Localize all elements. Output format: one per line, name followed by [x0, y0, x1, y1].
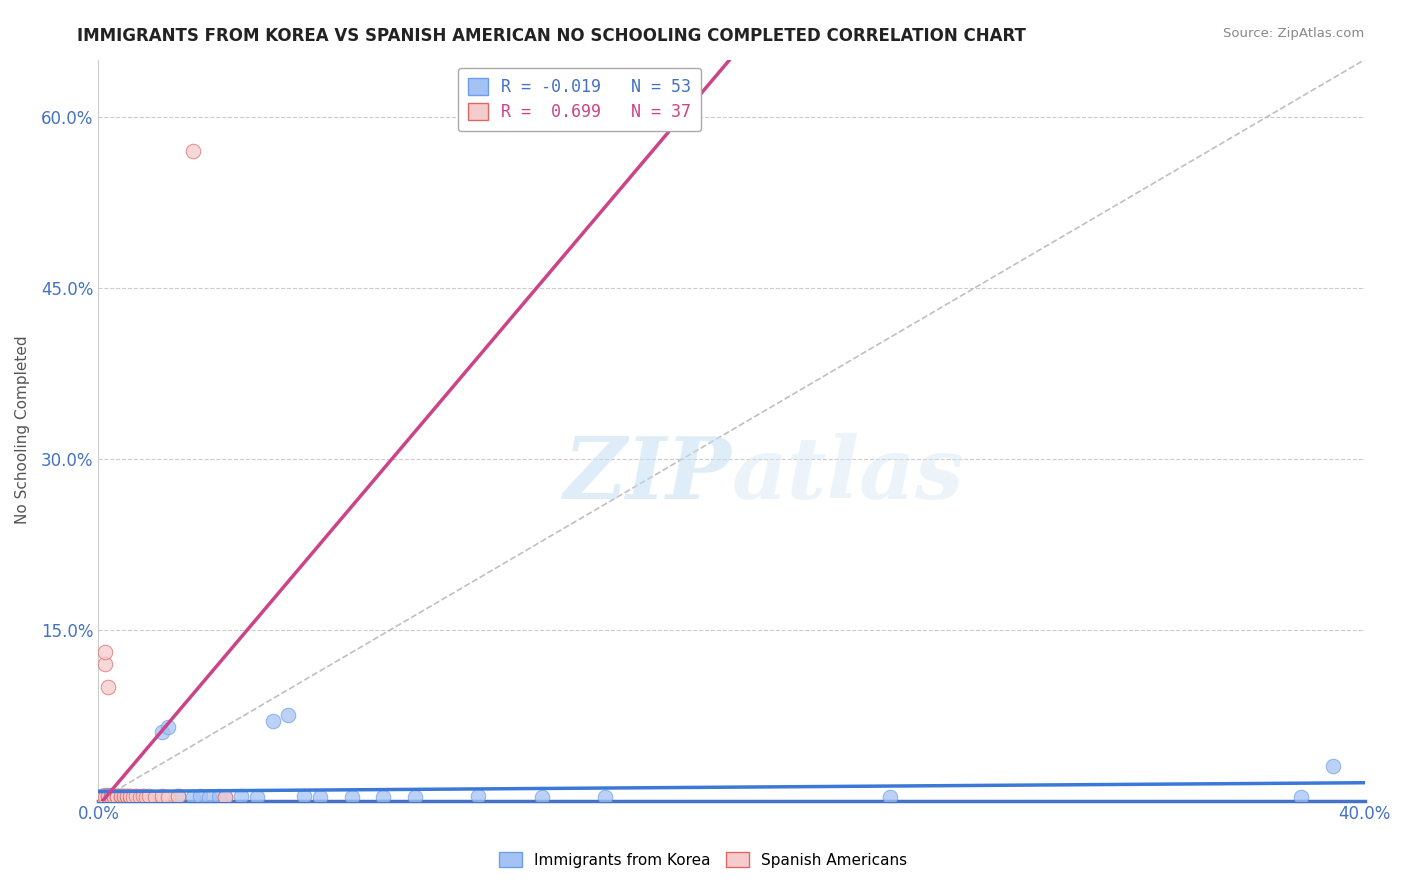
Point	[198, 790, 221, 805]
Point	[115, 790, 138, 805]
Point	[112, 789, 135, 803]
Point	[145, 790, 167, 805]
Point	[373, 790, 395, 805]
Point	[125, 789, 148, 803]
Point	[292, 789, 315, 803]
Point	[94, 789, 117, 803]
Text: atlas: atlas	[731, 433, 965, 516]
Point	[94, 790, 117, 805]
Point	[115, 789, 138, 803]
Point	[135, 790, 157, 805]
Point	[97, 790, 120, 805]
Point	[125, 789, 148, 803]
Point	[120, 789, 142, 803]
Point	[103, 789, 125, 803]
Point	[150, 725, 173, 739]
Point	[97, 790, 120, 805]
Point	[166, 789, 188, 803]
Point	[97, 789, 120, 803]
Legend: R = -0.019   N = 53, R =  0.699   N = 37: R = -0.019 N = 53, R = 0.699 N = 37	[458, 68, 702, 131]
Point	[309, 790, 332, 805]
Point	[110, 790, 132, 805]
Point	[183, 790, 205, 805]
Point	[112, 789, 135, 803]
Point	[593, 790, 616, 805]
Point	[1322, 759, 1344, 773]
Point	[214, 790, 236, 805]
Point	[1291, 790, 1313, 805]
Text: Source: ZipAtlas.com: Source: ZipAtlas.com	[1223, 27, 1364, 40]
Point	[94, 788, 117, 802]
Point	[90, 790, 112, 805]
Point	[90, 790, 112, 805]
Point	[404, 790, 426, 805]
Point	[94, 790, 117, 805]
Point	[110, 790, 132, 805]
Point	[128, 790, 150, 805]
Point	[277, 708, 299, 723]
Point	[122, 790, 145, 805]
Point	[97, 789, 120, 803]
Point	[97, 788, 120, 802]
Point	[103, 790, 125, 805]
Point	[340, 790, 363, 805]
Point	[100, 790, 122, 805]
Point	[120, 789, 142, 803]
Point	[103, 790, 125, 805]
Point	[107, 790, 129, 805]
Point	[530, 790, 553, 805]
Point	[103, 790, 125, 805]
Point	[94, 645, 117, 659]
Point	[467, 789, 489, 803]
Point	[107, 790, 129, 805]
Point	[120, 790, 142, 805]
Point	[157, 790, 180, 805]
Point	[110, 789, 132, 803]
Point	[122, 790, 145, 805]
Text: IMMIGRANTS FROM KOREA VS SPANISH AMERICAN NO SCHOOLING COMPLETED CORRELATION CHA: IMMIGRANTS FROM KOREA VS SPANISH AMERICA…	[77, 27, 1026, 45]
Point	[208, 789, 231, 803]
Point	[100, 789, 122, 803]
Point	[115, 789, 138, 803]
Point	[229, 789, 252, 803]
Point	[107, 789, 129, 803]
Point	[120, 790, 142, 805]
Point	[100, 790, 122, 805]
Point	[214, 790, 236, 805]
Point	[90, 789, 112, 803]
Point	[100, 788, 122, 802]
Point	[246, 790, 269, 805]
Point	[107, 790, 129, 805]
Point	[97, 680, 120, 694]
Point	[166, 789, 188, 803]
Point	[132, 789, 155, 803]
Point	[94, 657, 117, 671]
Point	[110, 789, 132, 803]
Point	[107, 789, 129, 803]
Point	[150, 789, 173, 803]
Point	[103, 789, 125, 803]
Point	[128, 790, 150, 805]
Point	[112, 790, 135, 805]
Text: ZIP: ZIP	[564, 433, 731, 516]
Point	[183, 144, 205, 158]
Y-axis label: No Schooling Completed: No Schooling Completed	[15, 335, 30, 524]
Point	[135, 790, 157, 805]
Point	[879, 790, 901, 805]
Point	[138, 789, 160, 803]
Point	[100, 790, 122, 805]
Point	[262, 714, 284, 728]
Point	[188, 789, 211, 803]
Point	[103, 790, 125, 805]
Legend: Immigrants from Korea, Spanish Americans: Immigrants from Korea, Spanish Americans	[491, 844, 915, 875]
Point	[90, 789, 112, 803]
Point	[112, 790, 135, 805]
Point	[132, 789, 155, 803]
Point	[157, 719, 180, 733]
Point	[110, 789, 132, 803]
Point	[115, 790, 138, 805]
Point	[100, 789, 122, 803]
